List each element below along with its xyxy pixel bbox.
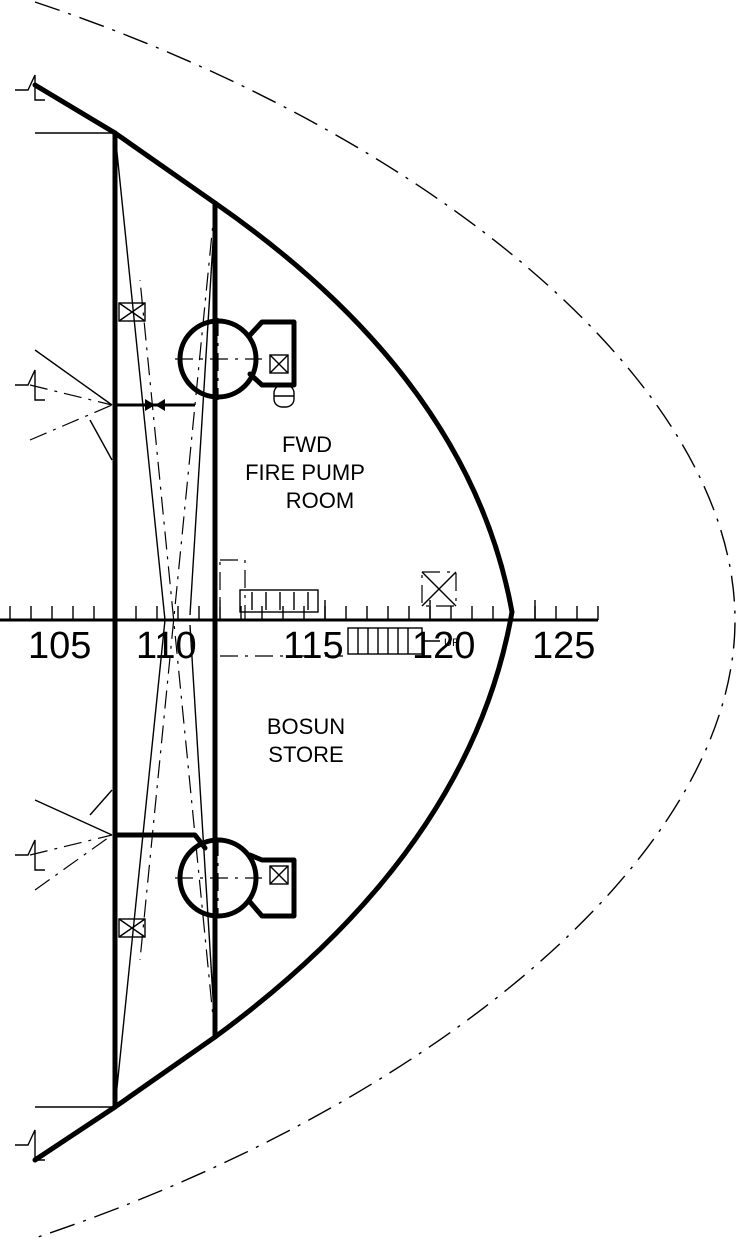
brace-line [189, 624, 216, 1031]
ladder-up-label: UP [444, 637, 459, 649]
deck-edge [32, 82, 515, 1163]
outer-hull-outline [34, 1, 736, 1239]
upper-chain-fan [29, 349, 195, 461]
bosun-store-label-line2: STORE [268, 742, 343, 767]
frame-scale [0, 600, 599, 622]
fire-pump-room-label-line1: FWD [282, 432, 332, 457]
frame-label-105: 105 [28, 625, 91, 667]
brace-line [189, 209, 216, 616]
ladder: UP [347, 627, 459, 655]
lower-hawse-pipe [175, 837, 297, 919]
fire-pump-room-label-line2: FIRE PUMP [245, 460, 365, 485]
frame-label-110: 110 [136, 625, 197, 667]
frame-label-120: 120 [412, 625, 475, 667]
hatch-symbol [421, 571, 457, 607]
brace-line [114, 132, 166, 621]
valve-box [118, 302, 146, 322]
frame-label-115: 115 [283, 625, 344, 667]
bosun-store-label-line1: BOSUN [267, 714, 345, 739]
frame-label-125: 125 [532, 625, 595, 667]
brace-line [114, 619, 166, 1108]
fire-pump-room-label-line3: ROOM [286, 488, 354, 513]
valve-box [118, 918, 146, 938]
upper-hawse-pipe [175, 318, 297, 408]
edge-markers [15, 74, 45, 1161]
